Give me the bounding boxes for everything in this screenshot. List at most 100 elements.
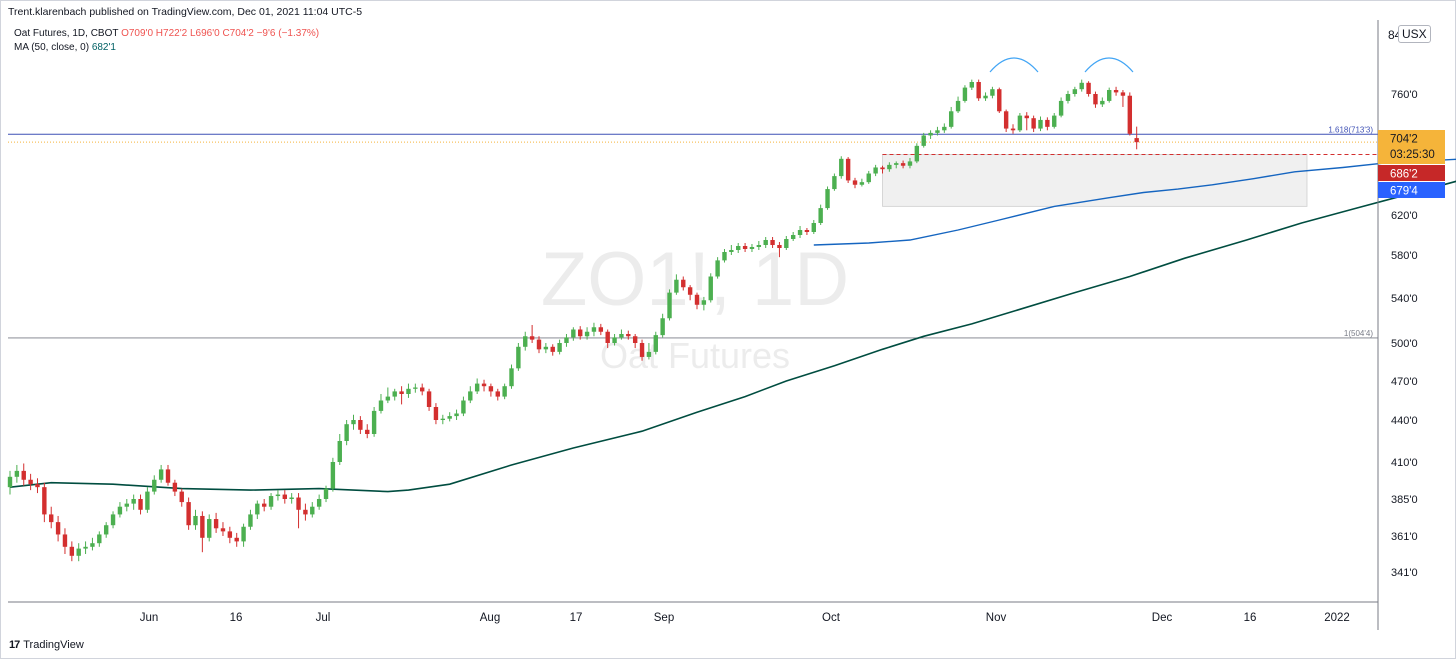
price-tick-label: 361'0 [1391, 531, 1418, 543]
candle [1079, 79, 1084, 92]
price-tick-label: 470'0 [1391, 376, 1418, 388]
candle [158, 464, 164, 483]
time-tick-label: Jul [316, 612, 331, 624]
horizontal-levels[interactable]: 1.618(713'3) 1(504'4) [8, 125, 1378, 339]
time-tick-label: Sep [654, 612, 674, 624]
candle [172, 479, 178, 497]
candle [399, 386, 404, 405]
candle [742, 243, 748, 252]
candle [454, 409, 459, 420]
currency-badge[interactable]: USX [1398, 25, 1431, 43]
price-tick-label: 385'0 [1391, 494, 1418, 506]
price-tick-label: 580'0 [1391, 250, 1418, 262]
time-tick-label: 2022 [1324, 612, 1350, 624]
candle [983, 92, 988, 101]
candle [990, 86, 995, 99]
candle [330, 457, 336, 492]
candle [42, 482, 47, 523]
candle [687, 285, 693, 301]
candle [722, 249, 727, 263]
candle [268, 493, 274, 510]
time-tick-label: Dec [1152, 612, 1173, 624]
candle [832, 173, 837, 191]
candle [736, 243, 741, 253]
price-tag-label: 679'4 [1390, 186, 1418, 198]
candle [117, 502, 123, 518]
double-top-arcs[interactable] [989, 57, 1134, 73]
candle [928, 130, 933, 139]
ma50-line [813, 158, 1456, 246]
candle [770, 237, 775, 248]
candle [303, 503, 308, 521]
candle [1107, 87, 1112, 103]
support-zone-rect[interactable] [882, 154, 1308, 207]
candle [543, 343, 549, 354]
candle [1058, 97, 1064, 118]
candle [529, 325, 535, 343]
candle [619, 329, 624, 340]
time-tick-label: 17 [570, 612, 583, 624]
tradingview-footer[interactable]: 17 TradingView [9, 639, 84, 651]
top-arc[interactable] [989, 57, 1039, 73]
candle [420, 383, 425, 396]
candle [138, 494, 143, 515]
candle [371, 407, 377, 437]
candle [653, 331, 658, 355]
candle [818, 204, 823, 225]
candle [550, 344, 555, 356]
candle [241, 523, 246, 547]
candle [701, 296, 707, 311]
time-tick-label: Oct [822, 612, 841, 624]
countdown-label: 03:25:30 [1390, 149, 1435, 161]
price-axis[interactable]: 760'0 620'0 580'0 540'0 500'0 470'0 440'0 410'0… [1391, 89, 1418, 579]
candle [626, 330, 631, 340]
candle [90, 537, 95, 551]
ma-legend[interactable]: MA (50, close, 0) 682'1 [14, 42, 116, 53]
price-tag-current [1378, 130, 1445, 164]
candle [323, 485, 329, 503]
candle [935, 126, 940, 136]
price-tick-label: 410'0 [1391, 457, 1418, 469]
candle [942, 123, 947, 133]
time-axis[interactable]: Jun 16 Jul Aug 17 Sep Oct Nov Dec 16 2022 [140, 612, 1350, 624]
candle [83, 541, 88, 554]
time-tick-label: Aug [480, 612, 500, 624]
legend-ma-value: 682'1 [91, 42, 116, 53]
candle [1024, 112, 1029, 131]
candle [1052, 113, 1057, 129]
candle [474, 378, 480, 394]
candle [468, 386, 473, 404]
candle [660, 313, 665, 338]
candle [261, 499, 267, 512]
candle [1113, 86, 1119, 96]
candle [447, 412, 452, 422]
candle [234, 532, 239, 547]
candle [433, 403, 439, 425]
candle [179, 488, 184, 507]
candle [165, 464, 171, 486]
candle [337, 434, 342, 465]
symbol-legend[interactable]: Oat Futures, 1D, CBOT O709'0 H722'2 L696… [14, 28, 319, 39]
time-tick-label: 16 [1244, 612, 1257, 624]
candle [406, 383, 411, 398]
candle [729, 245, 734, 255]
candle [907, 157, 913, 169]
candle [103, 522, 109, 538]
time-tick-label: Nov [986, 612, 1007, 624]
candle [1065, 90, 1071, 104]
top-arc[interactable] [1084, 57, 1134, 73]
candle [385, 387, 391, 404]
candle [351, 414, 356, 430]
ma-long-line [9, 180, 1456, 493]
candle [14, 464, 20, 483]
support-zone[interactable] [882, 154, 1308, 207]
candle [461, 396, 466, 417]
candle [207, 514, 212, 542]
candle [1086, 81, 1091, 97]
candle [248, 509, 253, 530]
published-caption: Trent.klarenbach published on TradingVie… [8, 6, 363, 18]
candle [694, 292, 700, 310]
legend-ohlc: O709'0 H722'2 L696'0 C704'2 −9'6 (−1.37%… [121, 28, 320, 39]
candle [749, 244, 755, 252]
